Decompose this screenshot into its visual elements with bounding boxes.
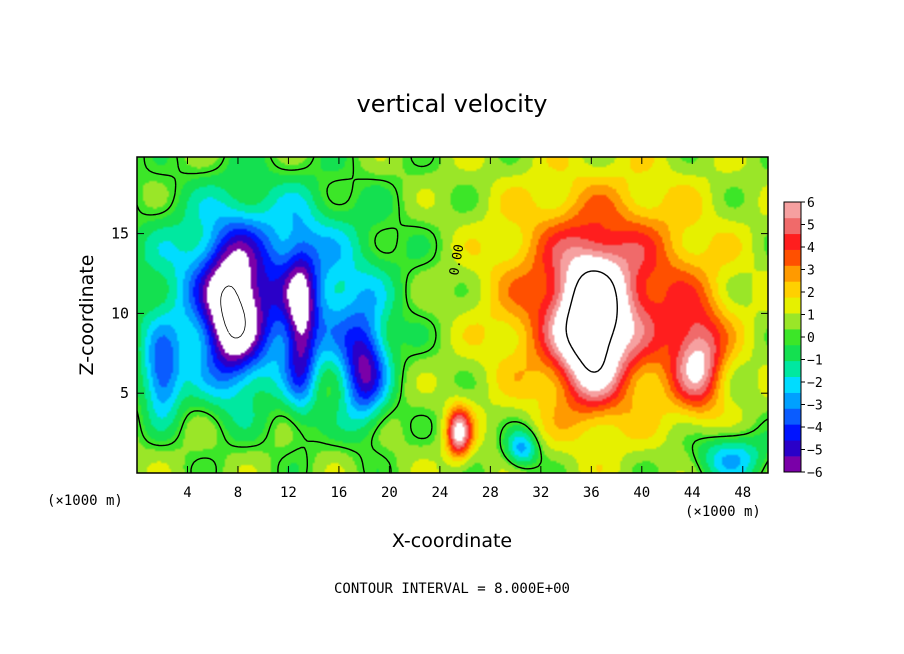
plot-frame [136, 156, 769, 474]
colorbar-swatch [784, 392, 801, 409]
colorbar-tick-label: −1 [807, 354, 823, 369]
colorbar-swatch [784, 344, 801, 362]
colorbar-swatch [784, 249, 801, 266]
x-tick-label: 48 [734, 485, 751, 501]
colorbar-swatch [784, 217, 801, 235]
x-tick-label: 8 [234, 485, 242, 501]
colorbar-swatch [784, 408, 801, 425]
colorbar-tick-label: 5 [807, 219, 815, 234]
colorbar-tick-label: −5 [807, 444, 823, 459]
contour-interval: CONTOUR INTERVAL = 8.000E+00 [334, 581, 570, 597]
y-tick-label: 5 [120, 384, 129, 402]
x-unit-left: (×1000 m) [47, 493, 123, 509]
colorbar-swatch [784, 440, 801, 457]
y-axis-label: Z-coordinate [76, 255, 98, 376]
positive-contour [565, 270, 618, 373]
x-tick-label: 36 [583, 485, 600, 501]
colorbar-swatch [784, 202, 801, 219]
x-tick-label: 16 [330, 485, 347, 501]
colorbar-tick-label: 3 [807, 264, 815, 279]
negative-contour [220, 285, 246, 339]
colorbar-tick-label: 4 [807, 241, 815, 256]
colorbar-swatch [784, 233, 801, 250]
colorbar-tick-label: 6 [807, 196, 815, 211]
colorbar-tick-label: −6 [807, 466, 823, 481]
colorbar: 6 5 4 3 2 1 0 −1 −2 −3 −4 −5 −6 [783, 196, 823, 481]
x-tick-label: 32 [532, 485, 549, 501]
x-tick-label: 4 [183, 485, 191, 501]
colorbar-tick-label: −3 [807, 399, 823, 414]
colorbar-tick-label: 2 [807, 286, 815, 301]
colorbar-swatch [784, 281, 801, 298]
x-axis: 4 8 12 16 20 24 28 32 36 40 44 48 [183, 157, 751, 501]
colorbar-tick-label: 0 [807, 331, 815, 346]
x-tick-label: 24 [431, 485, 448, 501]
colorbar-swatch [784, 376, 801, 393]
x-tick-label: 12 [280, 485, 297, 501]
colorbar-swatch [784, 265, 801, 282]
x-tick-label: 44 [684, 485, 701, 501]
x-unit-right: (×1000 m) [685, 504, 761, 520]
x-axis-label: X-coordinate [392, 530, 512, 552]
colorbar-swatch [784, 456, 801, 473]
y-tick-label: 15 [111, 225, 129, 243]
colorbar-swatch [784, 360, 801, 378]
contour-label: 0.00 [447, 243, 467, 276]
plot-area: 0.00 [136, 156, 769, 474]
colorbar-swatch [784, 424, 801, 441]
colorbar-tick-label: −4 [807, 421, 823, 436]
colorbar-swatch [784, 313, 801, 330]
colorbar-swatch [784, 329, 801, 346]
colorbar-tick-label: −2 [807, 376, 823, 391]
contour-lines [137, 157, 768, 473]
colorbar-swatch [784, 297, 801, 314]
zero-contour [137, 157, 768, 473]
chart-title: vertical velocity [357, 90, 548, 118]
x-tick-label: 28 [482, 485, 499, 501]
x-tick-label: 40 [633, 485, 650, 501]
y-tick-label: 10 [111, 304, 129, 322]
x-tick-label: 20 [381, 485, 398, 501]
y-axis: 5 10 15 [111, 225, 768, 402]
velocity-field [137, 157, 768, 473]
colorbar-tick-label: 1 [807, 309, 815, 324]
